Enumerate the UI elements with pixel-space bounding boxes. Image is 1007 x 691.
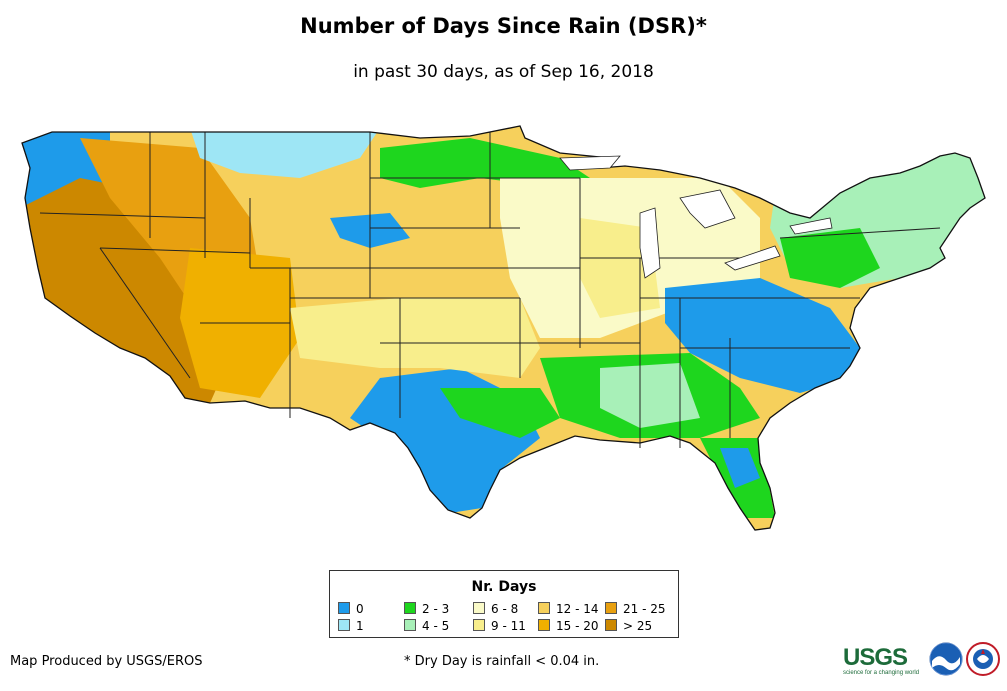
legend-swatch (338, 602, 350, 614)
noaa-logo-icon (929, 642, 963, 676)
legend-item-6-8: 6 - 8 (473, 602, 518, 616)
legend-swatch (404, 619, 416, 631)
dry-day-footnote: * Dry Day is rainfall < 0.04 in. (404, 654, 600, 669)
legend-item-4-5: 4 - 5 (404, 619, 449, 633)
legend-item-12-14: 12 - 14 (538, 602, 599, 616)
legend-item-15-20: 15 - 20 (538, 619, 599, 633)
legend-item-over-25: > 25 (605, 619, 652, 633)
usgs-tagline: science for a changing world (843, 670, 920, 676)
legend-item-9-11: 9 - 11 (473, 619, 526, 633)
map-subtitle: in past 30 days, as of Sep 16, 2018 (353, 62, 654, 82)
nws-logo-icon (966, 642, 1000, 676)
legend-swatch (538, 602, 550, 614)
legend-swatch (404, 602, 416, 614)
legend: Nr. Days 0 1 2 - 3 4 - 5 6 - 8 9 - 11 12… (329, 570, 679, 638)
great-lakes (559, 155, 833, 279)
agency-logos: USGS science for a changing world (843, 640, 1003, 680)
legend-item-0: 0 (338, 602, 364, 616)
legend-item-1: 1 (338, 619, 364, 633)
legend-item-2-3: 2 - 3 (404, 602, 449, 616)
legend-item-21-25: 21 - 25 (605, 602, 666, 616)
legend-swatch (338, 619, 350, 631)
legend-swatch (605, 602, 617, 614)
legend-title: Nr. Days (471, 579, 537, 595)
usgs-logo: USGS (843, 644, 908, 671)
legend-swatch (605, 619, 617, 631)
us-dsr-map (21, 125, 986, 531)
legend-swatch (473, 619, 485, 631)
dsr-fill (22, 126, 985, 530)
map-title: Number of Days Since Rain (DSR)* (300, 14, 707, 38)
map-credit: Map Produced by USGS/EROS (10, 654, 203, 669)
state-boundaries (39, 132, 941, 448)
legend-swatch (473, 602, 485, 614)
legend-swatch (538, 619, 550, 631)
